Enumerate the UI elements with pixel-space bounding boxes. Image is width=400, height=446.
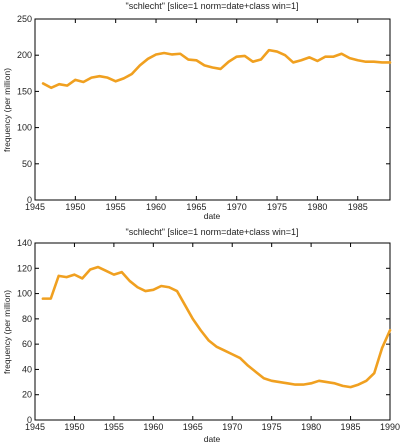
chart-2-plot-frame (34, 242, 391, 421)
chart-2-xtick-label: 1970 (222, 422, 242, 432)
chart-1-xlabel: date (204, 211, 221, 221)
chart-2-xtick-label: 1950 (64, 422, 84, 432)
chart-2-ytick-label: 80 (22, 314, 32, 324)
chart-2-ytick-label: 120 (17, 263, 32, 273)
chart-2: "schlecht" [slice=1 norm=date+class win=… (2, 227, 400, 444)
chart-1-xtick-label: 1970 (227, 202, 247, 212)
chart-2-series (41, 265, 392, 389)
chart-1-xtick-label: 1945 (25, 202, 45, 212)
chart-2-xtick-label: 1955 (104, 422, 124, 432)
chart-1-xtick-label: 1980 (307, 202, 327, 212)
chart-1-xtick-label: 1950 (65, 202, 85, 212)
chart-1-ytick-label: 200 (17, 50, 32, 60)
chart-1-xtick-label: 1975 (267, 202, 287, 212)
chart-1-ytick-label: 50 (22, 159, 32, 169)
chart-1-ytick-label: 250 (17, 14, 32, 24)
chart-2-ylabel: frequency (per million) (2, 290, 12, 374)
chart-1-plot-frame (34, 18, 391, 201)
chart-1-series-line (41, 48, 392, 90)
chart-2-ytick-label: 20 (22, 390, 32, 400)
chart-2-xtick-label: 1980 (301, 422, 321, 432)
chart-2-ytick-label: 140 (17, 238, 32, 248)
chart-2-ytick-label: 60 (22, 339, 32, 349)
chart-1: "schlecht" [slice=1 norm=date+class win=… (2, 1, 392, 221)
chart-1-xtick-label: 1955 (106, 202, 126, 212)
chart-2-series-line (41, 265, 392, 389)
chart-1-ylabel: frequency (per million) (2, 68, 12, 152)
chart-2-ytick-label: 0 (27, 415, 32, 425)
chart-2-ytick-label: 100 (17, 289, 32, 299)
chart-2-ticks: 1945 1950 1955 1960 1965 1970 1975 1980 1985 1990… (17, 238, 400, 432)
chart-2-xtick-label: 1965 (183, 422, 203, 432)
chart-1-series (41, 48, 392, 90)
chart-1-ytick-label: 0 (27, 195, 32, 205)
chart-1-xtick-label: 1960 (146, 202, 166, 212)
chart-2-xtick-label: 1945 (25, 422, 45, 432)
chart-2-xtick-label: 1975 (262, 422, 282, 432)
chart-2-title: "schlecht" [slice=1 norm=date+class win=… (126, 227, 299, 237)
chart-1-ytick-label: 150 (17, 86, 32, 96)
chart-2-ytick-label: 40 (22, 364, 32, 374)
chart-1-ticks: 1945 1950 1955 1960 1965 1970 1975 1980 1985 0 50 1… (17, 14, 390, 212)
chart-2-xlabel: date (204, 434, 221, 444)
chart-2-xtick-label: 1990 (380, 422, 400, 432)
chart-2-xtick-label: 1985 (341, 422, 361, 432)
chart-1-title: "schlecht" [slice=1 norm=date+class win=… (126, 1, 299, 11)
chart-2-xtick-label: 1960 (143, 422, 163, 432)
chart-1-xtick-label: 1965 (186, 202, 206, 212)
chart-1-ytick-label: 100 (17, 123, 32, 133)
chart-1-xtick-label: 1985 (348, 202, 368, 212)
